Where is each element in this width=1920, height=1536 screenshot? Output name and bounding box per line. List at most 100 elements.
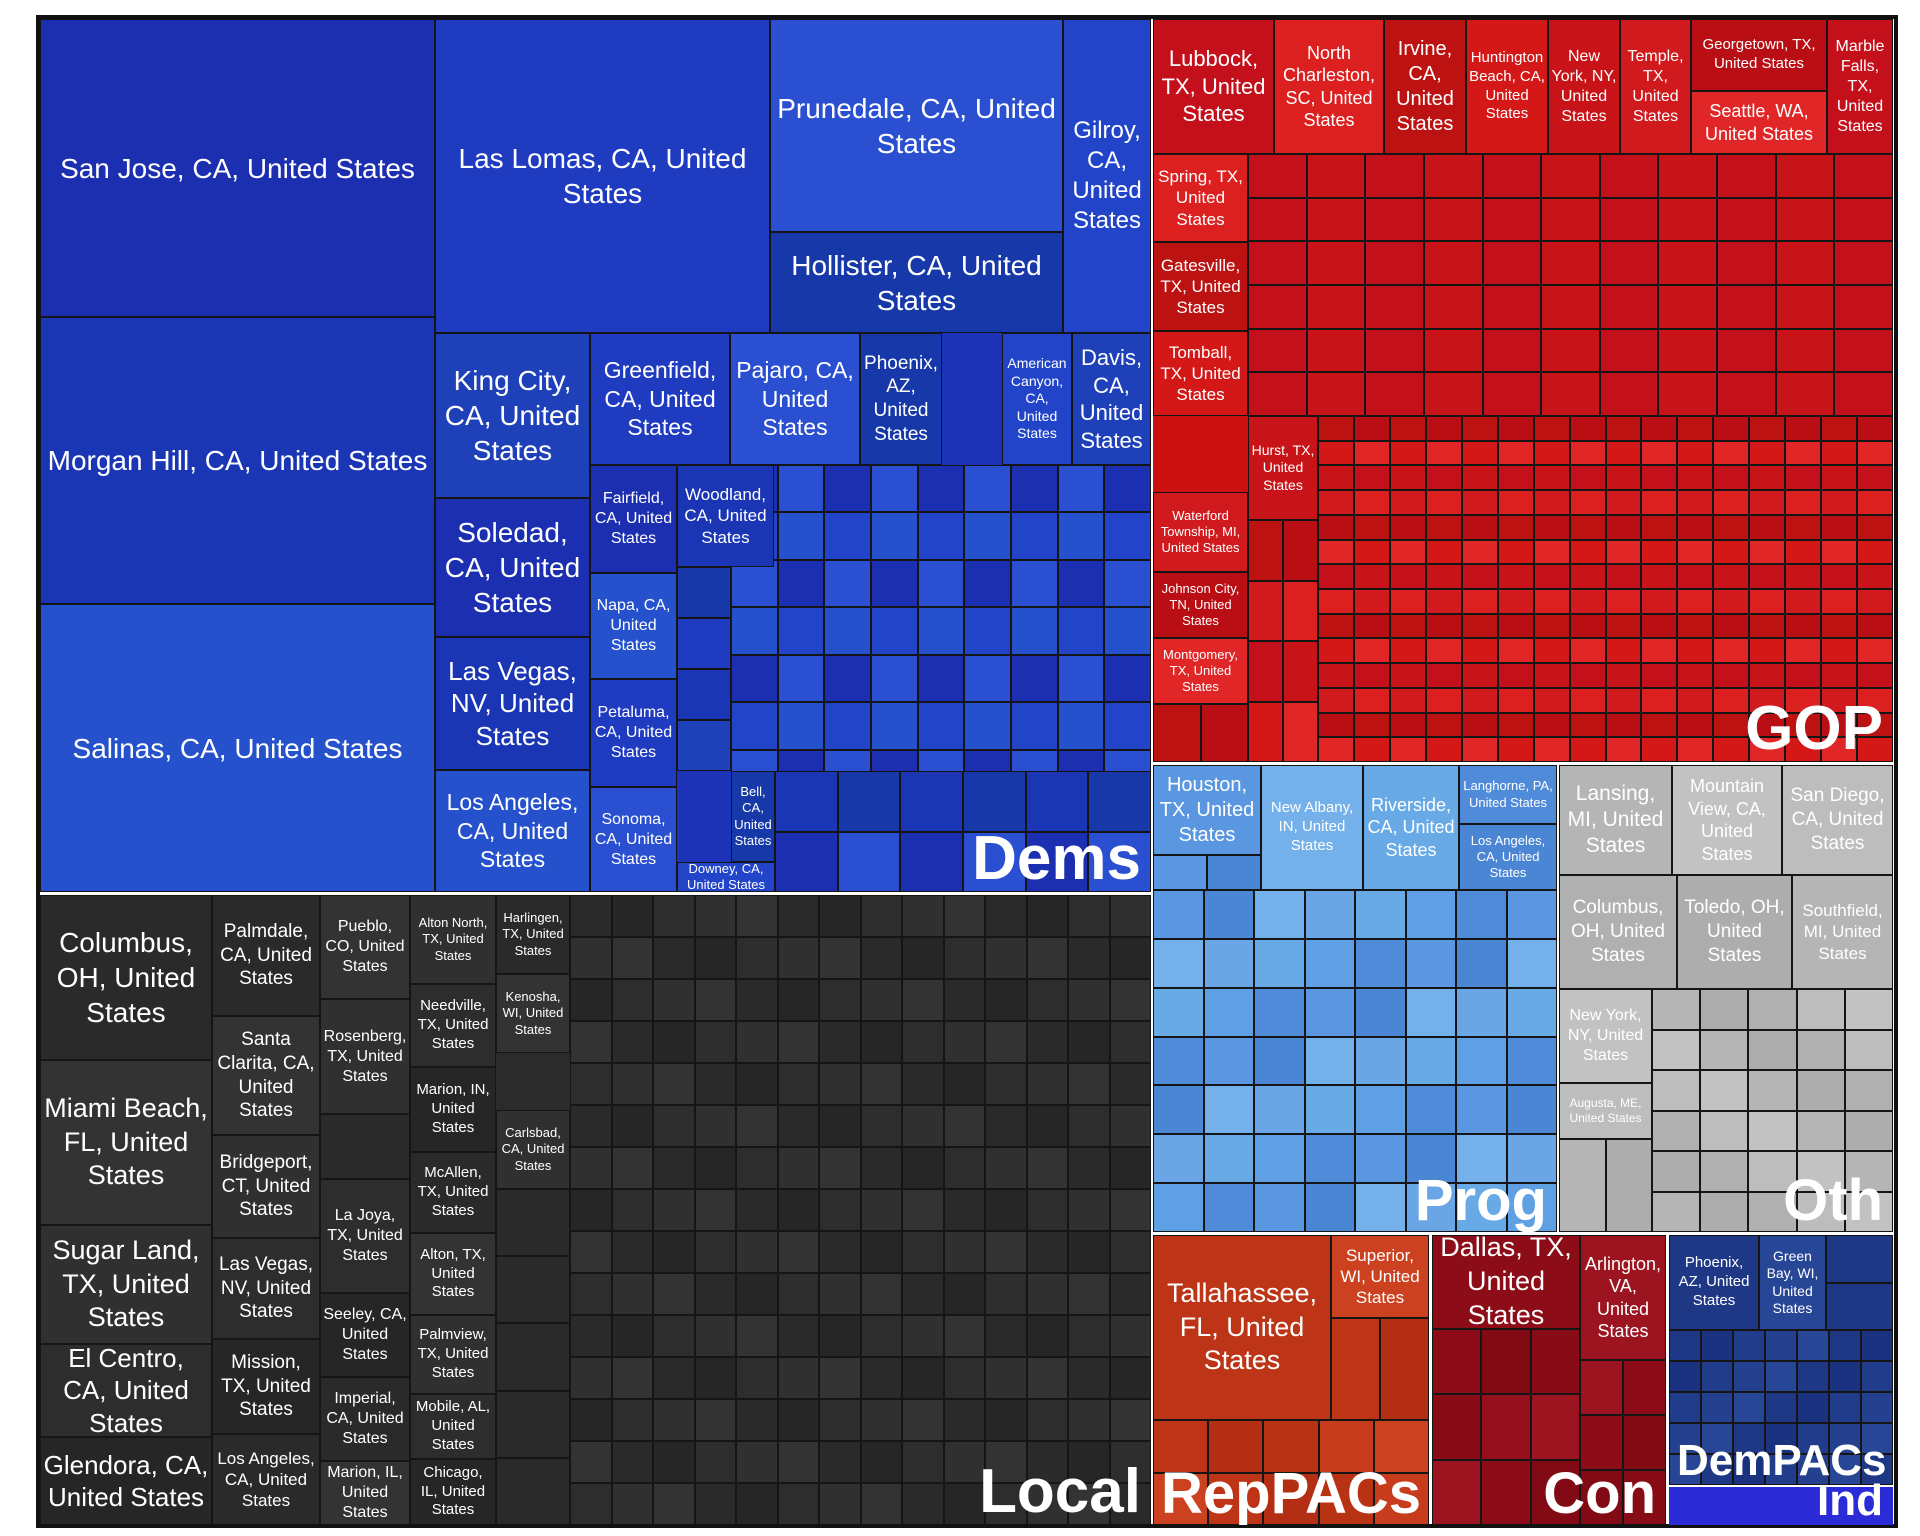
treemap-cell-small [736,1399,778,1441]
treemap-cell-label: Hollister, CA, United States [791,249,1042,316]
treemap-cell-small [1425,514,1462,540]
treemap-cell-small [1669,1454,1701,1485]
treemap-cell-small [917,465,965,513]
treemap-cell-label: Southfield, MI, United States [1802,901,1883,963]
treemap-cell-small [1701,1423,1733,1454]
treemap-cell-small [1541,372,1600,416]
treemap-cell-small [1530,1329,1580,1395]
treemap-cell: Marion, IL, United States [320,1461,410,1525]
treemap-cell-label: Georgetown, TX, United States [1702,36,1816,72]
treemap-cell-small [871,512,918,560]
treemap-cell-label: Prunedale, CA, United States [777,92,1056,159]
treemap-cell-small [736,1063,778,1105]
treemap-cell-small [1425,613,1462,639]
treemap-cell: Toledo, OH, United States [1677,875,1792,989]
treemap-cell-small [1461,564,1498,589]
treemap-cell-small [694,895,736,937]
treemap-cell-small [860,1147,902,1189]
treemap-cell-small [824,559,871,608]
treemap-cell-small [819,1315,861,1357]
treemap-cell-small [1153,1085,1204,1135]
treemap-cell-small [1749,539,1786,565]
treemap-cell-small [1733,1423,1765,1454]
treemap-cell-small [1559,1139,1606,1232]
treemap-cell-small [1844,1191,1893,1232]
treemap-cell-small [1254,1134,1305,1184]
treemap-cell-small [902,1021,944,1063]
treemap-cell-small [943,1315,985,1357]
treemap-cell-small [777,1441,819,1483]
treemap-cell-small [731,559,778,608]
treemap-cell-small [570,1147,612,1189]
treemap-cell-small [1821,514,1858,540]
treemap-cell-small [1153,938,1204,988]
treemap-cell-small [871,465,918,513]
treemap-cell-small [1254,1036,1305,1086]
treemap-cell-small [1355,987,1406,1037]
treemap-cell-small [653,1315,695,1357]
treemap-cell-small [1717,154,1776,198]
treemap-cell: Los Angeles, CA, United States [1459,824,1557,890]
treemap-cell-small [1318,712,1354,738]
treemap-cell-small [736,1105,778,1147]
treemap-cell-small [1641,440,1678,466]
treemap-cell-small [1748,1029,1797,1070]
treemap-cell-small [1057,559,1105,608]
treemap-cell-label: Montgomery, TX, United States [1163,646,1238,695]
treemap-cell-small [1748,989,1797,1030]
treemap-cell-small [1254,1183,1305,1232]
treemap-cell-small [964,607,1011,655]
treemap-cell-small [860,1483,902,1525]
treemap-cell-small [963,771,1026,832]
treemap-cell-small [1482,328,1542,373]
treemap-cell-small [1425,465,1462,491]
treemap-cell-small [1482,285,1542,329]
treemap-cell-small [777,979,819,1021]
treemap-cell-small [1248,154,1307,198]
treemap-cell-small [943,1105,985,1147]
treemap-cell-small [1605,416,1642,441]
treemap-cell-small [777,1063,819,1105]
treemap-cell-small [1857,416,1893,441]
treemap-cell-small [653,1021,695,1063]
treemap-cell: Phoenix, AZ, United States [860,333,942,465]
treemap-cell-small [1641,737,1678,762]
treemap-cell-label: Lansing, MI, United States [1567,781,1664,858]
treemap-cell-small [1248,701,1283,762]
treemap-cell-small [1641,638,1678,664]
treemap-cell-small [1353,490,1390,515]
treemap-cell-label: Needville, TX, United States [417,997,489,1052]
treemap-cell-small [1365,197,1424,242]
treemap-cell-small [819,1105,861,1147]
treemap-cell-small [653,1189,695,1231]
treemap-cell: Woodland, CA, United States [677,465,774,567]
treemap-cell-small [694,1231,736,1273]
treemap-cell: New Albany, IN, United States [1261,765,1363,890]
treemap-cell-label: Gilroy, CA, United States [1072,117,1142,234]
treemap-cell-small [1068,1315,1110,1357]
treemap-cell-small [694,1189,736,1231]
treemap-cell-small [1733,1392,1765,1423]
treemap-cell: New York, NY, United States [1559,989,1652,1083]
treemap-cell-small [985,1399,1027,1441]
treemap-cell-small [902,937,944,979]
treemap-cell-small [1304,938,1355,988]
treemap-cell: Langhorne, PA, United States [1459,765,1557,824]
treemap-cell-small [1785,638,1822,664]
treemap-cell: Needville, TX, United States [410,984,496,1067]
treemap-cell-small [902,895,944,937]
treemap-cell-small [1701,1454,1733,1485]
treemap-cell-small [1748,1151,1797,1192]
treemap-cell: Temple, TX, United States [1620,19,1691,154]
treemap-cell-label: McAllen, TX, United States [417,1164,489,1219]
treemap-cell: Las Vegas, NV, United States [212,1238,320,1339]
treemap-cell-label: Sugar Land, TX, United States [52,1234,200,1333]
treemap-cell-small [1533,737,1570,762]
treemap-cell-small [694,1483,736,1525]
treemap-cell-small [1658,328,1718,373]
treemap-cell-small [1701,1361,1733,1392]
treemap-cell-small [1677,589,1714,614]
treemap-cell-small [1775,328,1835,373]
treemap-cell-small [902,1147,944,1189]
treemap-cell-small [860,1231,902,1273]
